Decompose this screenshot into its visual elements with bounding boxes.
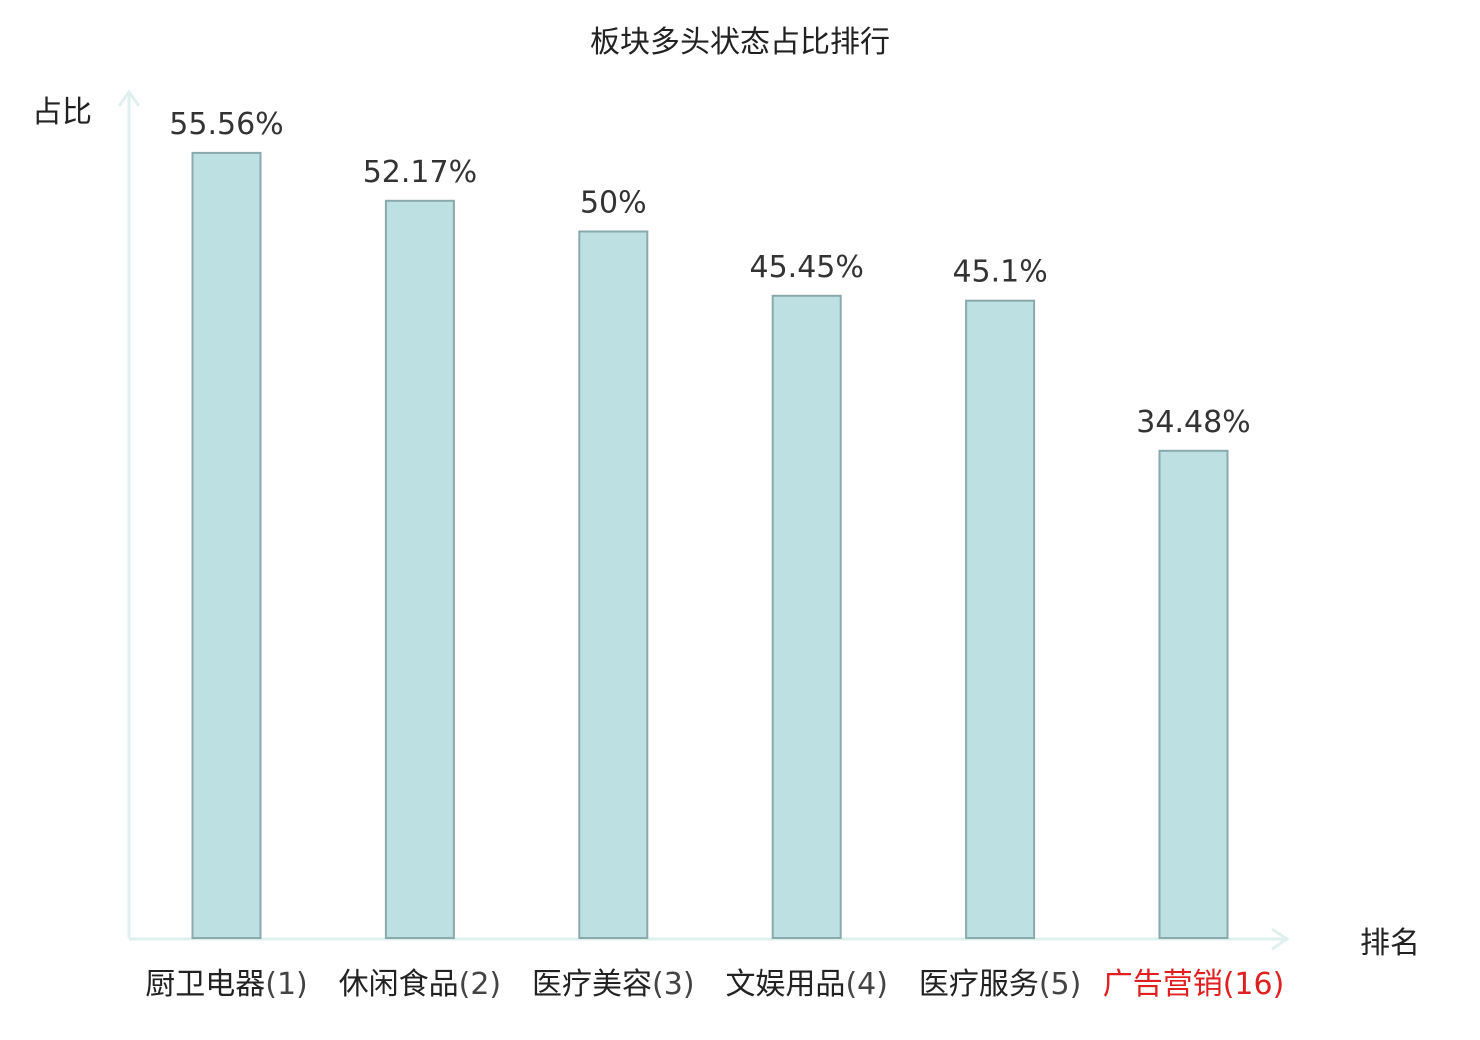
value-label-5: 45.1%	[952, 255, 1047, 290]
category-rank-2: (2)	[459, 967, 502, 1002]
bar-3	[578, 230, 649, 939]
category-name-6: 广告营销	[1103, 967, 1223, 1002]
bar-5	[965, 299, 1036, 939]
bar-1	[191, 151, 262, 939]
value-label-1: 55.56%	[169, 107, 283, 142]
category-name-5: 医疗服务	[919, 967, 1039, 1002]
category-rank-5: (5)	[1039, 967, 1082, 1002]
category-rank-3: (3)	[652, 967, 695, 1002]
value-label-2: 52.17%	[363, 155, 477, 190]
y-axis-arrow	[117, 89, 141, 107]
bar-6	[1158, 449, 1229, 939]
category-label-2: 休闲食品(2)	[339, 967, 502, 1002]
category-name-2: 休闲食品	[339, 967, 459, 1002]
category-label-4: 文娱用品(4)	[725, 967, 888, 1002]
category-label-5: 医疗服务(5)	[919, 967, 1082, 1002]
category-rank-4: (4)	[845, 967, 888, 1002]
value-label-4: 45.45%	[750, 250, 864, 285]
category-rank-1: (1)	[265, 967, 308, 1002]
y-axis-label: 占比	[32, 95, 92, 130]
bar-2	[384, 199, 455, 940]
x-axis-arrow	[1271, 927, 1290, 951]
x-axis-label: 排名	[1360, 926, 1420, 961]
category-label-1: 厨卫电器(1)	[145, 967, 308, 1002]
category-name-4: 文娱用品	[725, 967, 845, 1002]
category-name-1: 厨卫电器	[145, 967, 265, 1002]
category-name-3: 医疗美容	[532, 967, 652, 1002]
category-label-6: 广告营销(16)	[1103, 967, 1285, 1002]
value-label-6: 34.48%	[1136, 405, 1250, 440]
chart-title: 板块多头状态占比排行	[590, 25, 890, 60]
bar-4	[771, 294, 842, 939]
category-rank-6: (16)	[1223, 967, 1285, 1002]
category-label-3: 医疗美容(3)	[532, 967, 695, 1002]
value-label-3: 50%	[580, 186, 647, 221]
